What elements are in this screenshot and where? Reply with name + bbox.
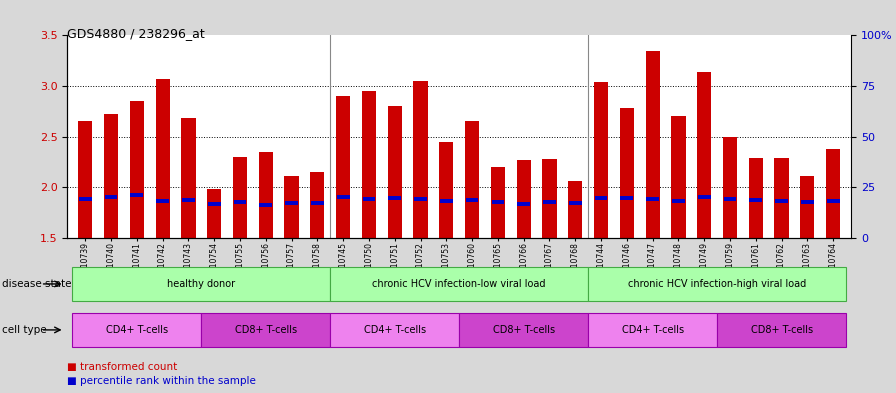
Bar	[105, 195, 117, 199]
Bar	[595, 196, 607, 200]
Bar	[284, 176, 298, 238]
Bar	[542, 159, 556, 238]
Bar	[259, 152, 273, 238]
Text: CD4+ T-cells: CD4+ T-cells	[106, 325, 168, 335]
Bar	[337, 195, 349, 199]
Bar	[414, 197, 426, 201]
Bar	[774, 158, 788, 238]
Bar	[363, 197, 375, 201]
Text: CD4+ T-cells: CD4+ T-cells	[364, 325, 426, 335]
Bar	[543, 200, 556, 204]
Bar	[182, 198, 194, 202]
Bar	[208, 202, 220, 206]
Bar	[698, 195, 711, 199]
Bar	[311, 201, 323, 206]
Text: CD8+ T-cells: CD8+ T-cells	[493, 325, 555, 335]
Bar	[749, 158, 762, 238]
Bar	[439, 141, 453, 238]
Text: GDS4880 / 238296_at: GDS4880 / 238296_at	[67, 28, 205, 40]
Bar	[79, 197, 91, 201]
Text: CD8+ T-cells: CD8+ T-cells	[751, 325, 813, 335]
Bar	[260, 203, 272, 208]
Bar	[568, 181, 582, 238]
Bar	[594, 82, 608, 238]
Bar	[492, 200, 504, 204]
Bar	[156, 199, 169, 203]
Bar	[440, 199, 452, 203]
Bar	[724, 197, 737, 201]
Bar	[801, 200, 814, 204]
Bar	[388, 196, 401, 200]
Bar	[775, 199, 788, 203]
Text: ■ percentile rank within the sample: ■ percentile rank within the sample	[67, 376, 256, 386]
Bar	[233, 157, 247, 238]
Bar	[388, 106, 401, 238]
Bar	[826, 149, 840, 238]
Bar	[78, 121, 92, 238]
Bar	[620, 108, 634, 238]
Bar	[310, 172, 324, 238]
Bar	[491, 167, 505, 238]
Bar	[413, 81, 427, 238]
Bar	[336, 96, 350, 238]
Text: CD8+ T-cells: CD8+ T-cells	[235, 325, 297, 335]
Text: CD4+ T-cells: CD4+ T-cells	[622, 325, 684, 335]
Text: chronic HCV infection-high viral load: chronic HCV infection-high viral load	[628, 279, 806, 289]
Text: cell type: cell type	[2, 325, 47, 335]
Bar	[749, 198, 762, 202]
Bar	[181, 118, 195, 238]
Bar	[723, 136, 737, 238]
Bar	[645, 51, 659, 238]
Text: ■ transformed count: ■ transformed count	[67, 362, 177, 373]
Bar	[620, 196, 633, 200]
Bar	[362, 91, 376, 238]
Bar	[156, 79, 169, 238]
Text: chronic HCV infection-low viral load: chronic HCV infection-low viral load	[373, 279, 546, 289]
Bar	[646, 197, 659, 201]
Bar	[800, 176, 814, 238]
Bar	[827, 199, 840, 203]
Bar	[517, 160, 530, 238]
Text: disease state: disease state	[2, 279, 72, 289]
Bar	[234, 200, 246, 204]
Bar	[569, 201, 582, 206]
Bar	[465, 121, 479, 238]
Bar	[517, 202, 530, 206]
Bar	[130, 101, 144, 238]
Text: healthy donor: healthy donor	[168, 279, 236, 289]
Bar	[697, 72, 711, 238]
Bar	[104, 114, 118, 238]
Bar	[131, 193, 143, 197]
Bar	[207, 189, 221, 238]
Bar	[672, 199, 685, 203]
Bar	[671, 116, 685, 238]
Bar	[466, 198, 478, 202]
Bar	[285, 201, 298, 206]
